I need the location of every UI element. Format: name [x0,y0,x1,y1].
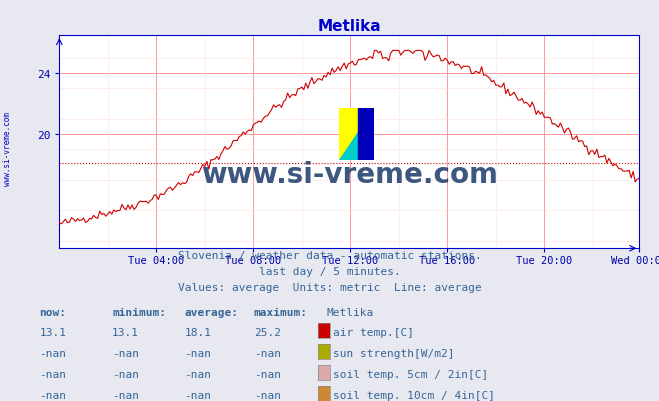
Text: -nan: -nan [254,390,281,400]
Polygon shape [358,108,374,160]
Polygon shape [339,108,374,160]
Text: now:: now: [40,307,67,317]
Text: -nan: -nan [112,348,139,358]
Text: last day / 5 minutes.: last day / 5 minutes. [258,267,401,277]
Text: 13.1: 13.1 [112,328,139,338]
Text: www.si-vreme.com: www.si-vreme.com [3,111,13,185]
Text: -nan: -nan [40,348,67,358]
Title: Metlika: Metlika [318,18,381,34]
Text: www.si-vreme.com: www.si-vreme.com [201,160,498,188]
Polygon shape [339,108,374,160]
Text: -nan: -nan [185,390,212,400]
Text: Metlika: Metlika [326,307,374,317]
Text: Values: average  Units: metric  Line: average: Values: average Units: metric Line: aver… [178,283,481,293]
Text: soil temp. 10cm / 4in[C]: soil temp. 10cm / 4in[C] [333,390,496,400]
Text: maximum:: maximum: [254,307,308,317]
Text: -nan: -nan [112,369,139,379]
Text: -nan: -nan [254,348,281,358]
Text: minimum:: minimum: [112,307,166,317]
Text: Slovenia / weather data - automatic stations.: Slovenia / weather data - automatic stat… [178,251,481,261]
Text: -nan: -nan [185,348,212,358]
Text: 13.1: 13.1 [40,328,67,338]
Text: -nan: -nan [40,390,67,400]
Text: -nan: -nan [40,369,67,379]
Text: -nan: -nan [112,390,139,400]
Text: -nan: -nan [254,369,281,379]
Text: 18.1: 18.1 [185,328,212,338]
Text: 25.2: 25.2 [254,328,281,338]
Text: soil temp. 5cm / 2in[C]: soil temp. 5cm / 2in[C] [333,369,489,379]
Text: average:: average: [185,307,239,317]
Text: -nan: -nan [185,369,212,379]
Text: sun strength[W/m2]: sun strength[W/m2] [333,348,455,358]
Text: air temp.[C]: air temp.[C] [333,328,415,338]
